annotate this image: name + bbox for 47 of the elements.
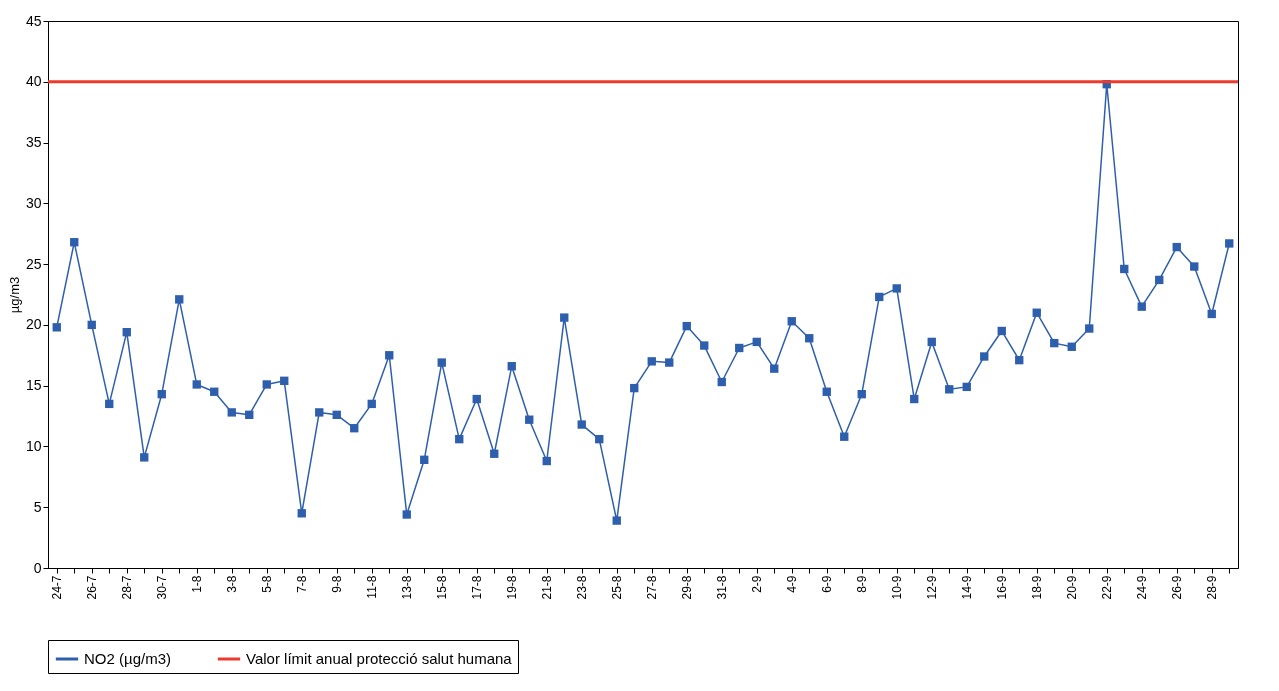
y-tick-label: 15 (25, 377, 42, 394)
x-tick-label: 7-8 (295, 575, 310, 593)
x-tick-label: 26-9 (1170, 575, 1185, 600)
x-tick-label: 13-8 (400, 575, 415, 600)
x-tick-label: 31-8 (715, 575, 730, 600)
x-tick-label: 15-8 (435, 575, 450, 600)
x-tick-label: 20-9 (1065, 575, 1080, 600)
x-tick-label: 28-7 (120, 575, 135, 600)
x-tick-label: 23-8 (575, 575, 590, 600)
x-tick-label: 4-9 (785, 575, 800, 593)
x-tick-label: 25-8 (610, 575, 625, 600)
x-tick-label: 5-8 (260, 575, 275, 593)
x-tick-label: 6-9 (820, 575, 835, 593)
x-tick-label: 16-9 (995, 575, 1010, 600)
x-tick-label: 30-7 (155, 575, 170, 600)
y-tick-label: 25 (25, 255, 42, 272)
y-tick-label: 10 (25, 437, 42, 454)
x-tick-label: 19-8 (505, 575, 520, 600)
y-tick-label: 20 (25, 316, 42, 333)
y-tick-label: 35 (25, 134, 42, 151)
x-tick-label: 10-9 (890, 575, 905, 600)
x-tick-label: 28-9 (1205, 575, 1220, 600)
legend-label: NO2 (µg/m3) (84, 650, 171, 667)
x-tick-label: 22-9 (1100, 575, 1115, 600)
y-tick-label: 40 (25, 73, 42, 90)
y-tick-label: 45 (25, 12, 42, 29)
x-tick-label: 29-8 (680, 575, 695, 600)
x-tick-label: 24-9 (1135, 575, 1150, 600)
x-tick-label: 24-7 (50, 575, 65, 600)
x-tick-label: 14-9 (960, 575, 975, 600)
x-tick-label: 18-9 (1030, 575, 1045, 600)
x-tick-label: 26-7 (85, 575, 100, 600)
x-tick-label: 21-8 (540, 575, 555, 600)
x-tick-label: 11-8 (365, 575, 380, 599)
legend-label: Valor límit anual protecció salut humana (246, 650, 513, 667)
y-axis-title: µg/m3 (6, 276, 22, 314)
y-tick-label: 0 (33, 559, 42, 576)
y-tick-label: 5 (33, 498, 42, 515)
x-tick-label: 1-8 (190, 575, 205, 593)
x-tick-label: 12-9 (925, 575, 940, 600)
x-tick-label: 17-8 (470, 575, 485, 600)
y-tick-label: 30 (25, 194, 42, 211)
x-tick-label: 2-9 (750, 575, 765, 593)
x-tick-label: 3-8 (225, 575, 240, 593)
x-tick-label: 8-9 (855, 575, 870, 593)
x-tick-label: 9-8 (330, 575, 345, 593)
x-tick-label: 27-8 (645, 575, 660, 600)
